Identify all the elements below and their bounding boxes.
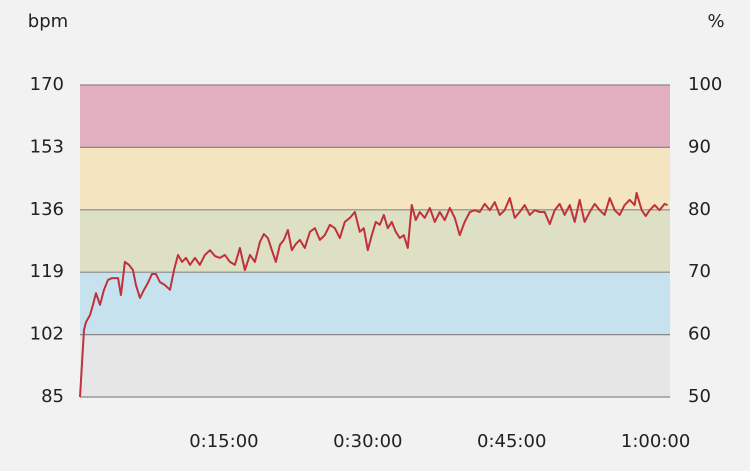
- zone-band: [80, 147, 670, 210]
- zone-band: [80, 85, 670, 148]
- y-tick-label: 85: [41, 386, 64, 407]
- y2-axis-label: %: [707, 11, 724, 32]
- zone-band: [80, 272, 670, 335]
- y2-tick-label: 70: [688, 261, 711, 282]
- y2-tick-label: 50: [688, 386, 711, 407]
- x-tick-label: 1:00:00: [621, 431, 690, 452]
- x-tick-label: 0:45:00: [477, 431, 546, 452]
- x-tick-label: 0:30:00: [333, 431, 402, 452]
- x-tick-label: 0:15:00: [189, 431, 258, 452]
- zone-band: [80, 209, 670, 273]
- y-tick-label: 136: [30, 199, 64, 220]
- heart-rate-line: [79, 191, 668, 398]
- y-tick-label: 119: [30, 261, 64, 282]
- y2-tick-label: 60: [688, 324, 711, 345]
- y2-tick-label: 100: [688, 74, 722, 95]
- y-tick-label: 102: [30, 324, 64, 345]
- y2-tick-label: 80: [688, 199, 711, 220]
- y2-tick-label: 90: [688, 136, 711, 157]
- y-tick-label: 153: [30, 136, 64, 157]
- zone-band: [80, 334, 670, 397]
- y-tick-label: 170: [30, 74, 64, 95]
- y-axis-label: bpm: [28, 11, 68, 32]
